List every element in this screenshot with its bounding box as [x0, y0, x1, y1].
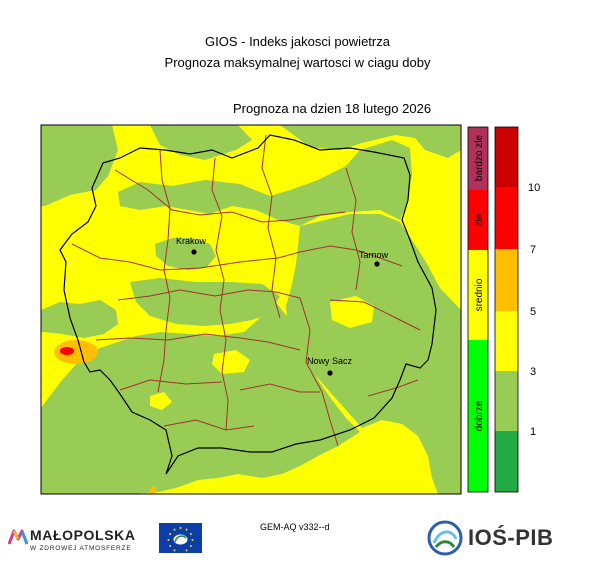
scale-tick-10: 10	[528, 182, 540, 194]
eu-life-logo	[159, 523, 202, 553]
county-borders	[71, 134, 421, 447]
scale-tick-3: 3	[530, 366, 536, 378]
green-zone-north-east	[280, 125, 461, 158]
pollution-hotspot-west	[54, 340, 98, 364]
forecast-map	[41, 125, 461, 494]
category-srednio	[468, 250, 488, 340]
malopolska-wordmark: MAŁOPOLSKA	[30, 527, 136, 543]
scale-band-7	[495, 187, 518, 249]
category-label-bardzo-zle: bardzo zle	[474, 134, 485, 181]
city-label-nowy-sacz: Nowy Sacz	[307, 356, 353, 366]
category-label-srednio: srednio	[474, 278, 485, 311]
hotspot-red	[60, 347, 74, 355]
yellow-patch-4	[150, 392, 172, 410]
malopolska-mountains-icon	[8, 529, 28, 545]
city-label-krakow: Krakow	[176, 236, 207, 246]
city-dot-tarnow	[374, 261, 380, 267]
title-line-1: GIOS - Indeks jakosci powietrza	[205, 34, 390, 49]
city-dot-nowy-sacz	[327, 370, 333, 376]
category-zle	[468, 190, 488, 250]
yellow-patch-3	[380, 438, 404, 454]
city-krakow: Krakow	[176, 236, 207, 255]
index-scale-legend: 10 7 5 3 1	[494, 126, 540, 493]
category-label-dobrze: dobrze	[474, 400, 485, 431]
green-zones	[41, 125, 461, 494]
city-dot-krakow	[191, 249, 197, 255]
malopolska-tagline: W ZDROWEJ ATMOSFERZE	[30, 545, 132, 552]
category-label-zle: zle	[474, 213, 485, 226]
scale-band-5	[495, 249, 518, 311]
scale-band-3	[495, 311, 518, 371]
city-tarnow: Tarnow	[359, 250, 389, 267]
scale-band-10	[495, 127, 518, 187]
forecast-date-label: Prognoza na dzien 18 lutego 2026	[233, 101, 432, 116]
title-line-2: Prognoza maksymalnej wartosci w ciagu do…	[164, 55, 431, 70]
ios-pib-logo: IOŚ-PIB	[424, 518, 564, 558]
green-zone-krakow	[155, 238, 216, 270]
scale-band-1	[495, 371, 518, 431]
ios-pib-swirl-icon	[427, 520, 463, 556]
region-border	[59, 134, 437, 475]
yellow-patch-2	[212, 350, 250, 374]
malopolska-logo: MAŁOPOLSKA W ZDROWEJ ATMOSFERZE	[8, 526, 153, 562]
city-label-tarnow: Tarnow	[359, 250, 389, 260]
category-legend: bardzo zle zle srednio dobrze	[467, 126, 489, 493]
yellow-patch-1	[330, 296, 374, 328]
green-zone-east	[286, 214, 461, 494]
scale-tick-7: 7	[530, 244, 536, 256]
map-frame	[40, 124, 462, 495]
green-zone-west-mid	[41, 300, 118, 338]
green-zone-north-west	[41, 125, 118, 206]
ios-pib-wordmark: IOŚ-PIB	[468, 525, 554, 550]
model-version-label: GEM-AQ v332--d	[260, 522, 330, 532]
hotspot-orange	[54, 340, 98, 364]
category-dobrze	[468, 340, 488, 492]
scale-tick-1: 1	[530, 426, 536, 438]
hotspot-south-small	[150, 486, 156, 494]
yellow-patches	[150, 296, 404, 454]
category-bardzo-zle	[468, 127, 488, 190]
green-zone-north-band	[118, 140, 412, 226]
green-zone-south-west	[41, 300, 360, 494]
scale-tick-5: 5	[530, 306, 536, 318]
scale-band-0	[495, 431, 518, 492]
city-nowy-sacz: Nowy Sacz	[307, 356, 353, 376]
